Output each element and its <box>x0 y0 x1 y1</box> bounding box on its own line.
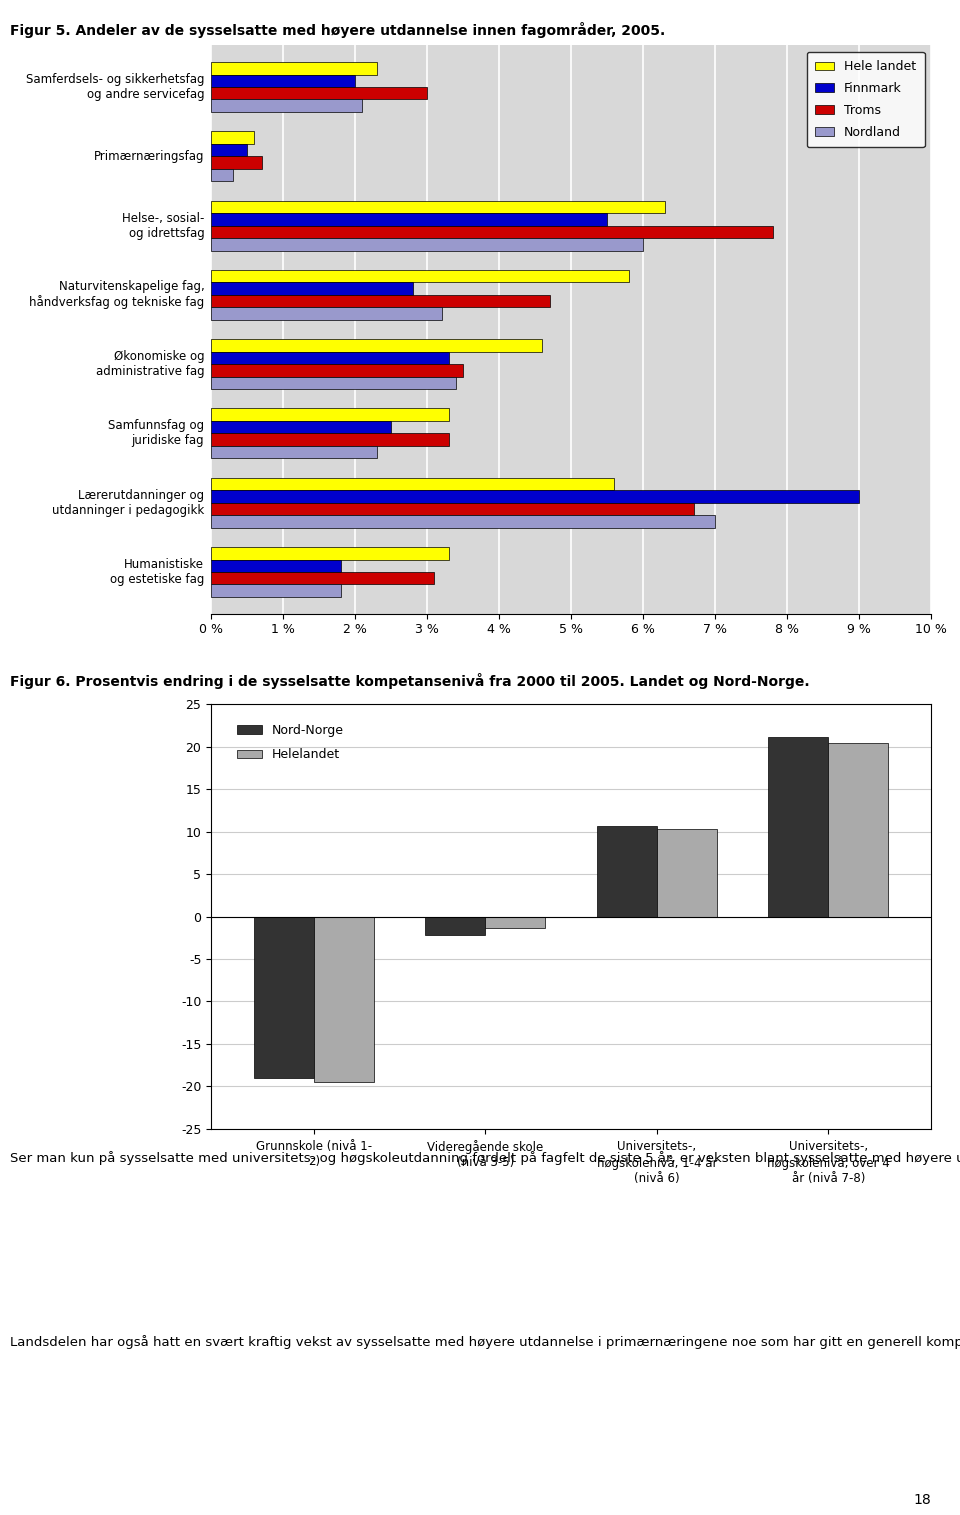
Bar <box>254 917 314 1077</box>
Bar <box>425 917 486 935</box>
Bar <box>211 433 448 445</box>
Bar <box>211 515 715 527</box>
Bar <box>211 477 614 491</box>
Bar <box>211 86 427 100</box>
Bar <box>211 308 442 320</box>
Bar <box>211 585 341 597</box>
Bar <box>768 736 828 917</box>
Bar <box>211 156 261 168</box>
Bar <box>657 829 717 917</box>
Bar <box>211 62 376 74</box>
Bar <box>211 351 448 364</box>
Bar <box>211 547 448 559</box>
Bar <box>211 421 392 433</box>
Text: Landsdelen har også hatt en svært kraftig vekst av sysselsatte med høyere utdann: Landsdelen har også hatt en svært krafti… <box>10 1335 960 1348</box>
Bar <box>211 339 542 351</box>
Bar <box>211 270 629 282</box>
Bar <box>211 238 643 250</box>
Bar <box>211 445 376 459</box>
Legend: Hele landet, Finnmark, Troms, Nordland: Hele landet, Finnmark, Troms, Nordland <box>806 52 924 147</box>
Bar <box>828 742 888 917</box>
Bar <box>314 917 374 1082</box>
Bar <box>211 168 232 182</box>
Text: Figur 6. Prosentvis endring i de sysselsatte kompetansenivå fra 2000 til 2005. L: Figur 6. Prosentvis endring i de syssels… <box>10 673 809 689</box>
Bar <box>211 144 248 156</box>
Bar <box>211 295 549 308</box>
Text: Ser man kun på sysselsatte med universitets- og høgskoleutdanning fordelt på fag: Ser man kun på sysselsatte med universit… <box>10 1151 960 1165</box>
Bar <box>211 364 463 377</box>
Text: Figur 5. Andeler av de sysselsatte med høyere utdannelse innen fagområder, 2005.: Figur 5. Andeler av de sysselsatte med h… <box>10 21 665 38</box>
Bar <box>211 559 341 573</box>
Bar <box>211 200 664 214</box>
Bar <box>211 503 693 515</box>
Text: 18: 18 <box>914 1494 931 1507</box>
Bar <box>211 74 355 86</box>
Bar <box>211 132 254 144</box>
Bar <box>486 917 545 927</box>
Bar <box>597 826 657 917</box>
Bar <box>211 214 608 226</box>
Legend: Nord-Norge, Helelandet: Nord-Norge, Helelandet <box>232 720 348 767</box>
Bar <box>211 409 448 421</box>
Bar <box>211 282 413 295</box>
Bar <box>211 377 456 389</box>
Bar <box>211 573 434 585</box>
Bar <box>211 491 859 503</box>
Bar <box>211 100 362 112</box>
Bar <box>211 226 773 238</box>
